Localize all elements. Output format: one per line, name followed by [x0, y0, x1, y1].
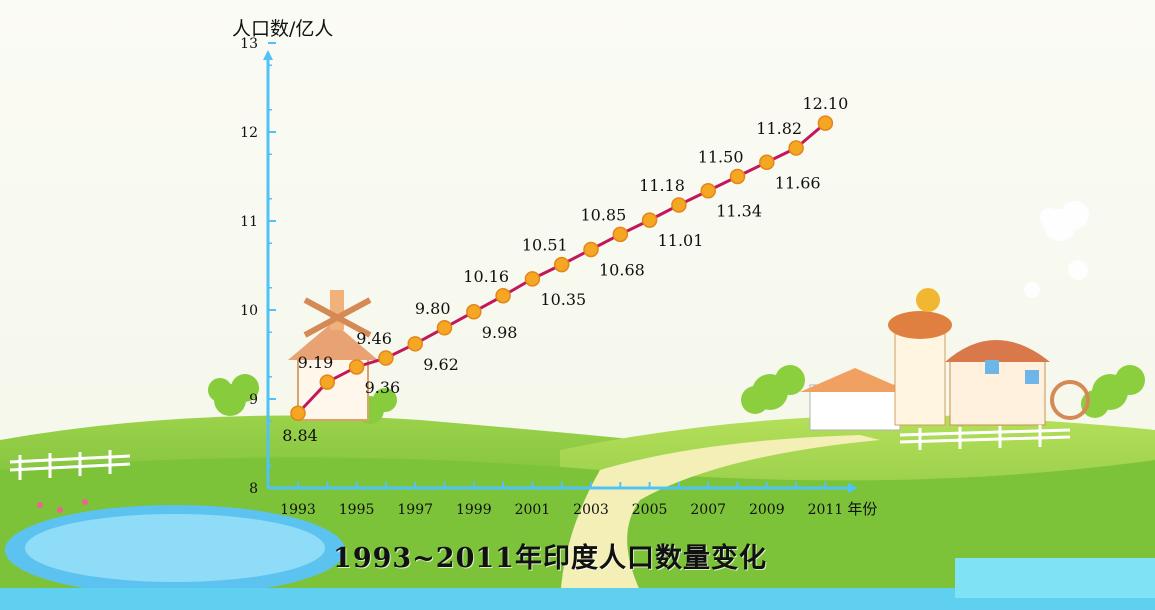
x-axis-label: 年份: [847, 500, 877, 518]
data-point: [817, 115, 834, 131]
data-label: 10.35: [540, 290, 586, 309]
y-ticks: 8 9 10 11 12 13: [240, 36, 276, 497]
data-label: 9.36: [365, 378, 401, 397]
data-label: 9.80: [415, 299, 451, 318]
x-tick-label: 2005: [632, 502, 668, 518]
y-tick-label: 13: [240, 36, 258, 52]
x-tick-label: 1997: [397, 502, 433, 518]
data-point: [348, 359, 365, 375]
data-point: [436, 320, 453, 336]
data-point: [407, 336, 423, 352]
data-point: [641, 212, 658, 228]
data-points: [290, 115, 834, 421]
data-label: 11.18: [639, 176, 685, 195]
data-labels: 8.84 9.19 9.36 9.46 9.62 9.80 9.98 10.16 10.35 10…: [282, 94, 848, 445]
data-point: [524, 271, 541, 287]
chart-title: 1993~2011年印度人口数量变化: [333, 543, 767, 574]
data-label: 11.50: [698, 148, 744, 167]
data-label: 9.62: [423, 355, 459, 374]
y-tick-label: 12: [240, 125, 258, 141]
x-ticks: 1993 1995 1997 1999 2001 2003 2005 2007 2009 2011: [280, 482, 843, 518]
data-point: [495, 288, 511, 304]
data-point: [319, 374, 336, 390]
data-label: 11.66: [775, 173, 821, 192]
x-tick-label: 2011: [808, 502, 844, 518]
x-tick-label: 2001: [515, 502, 551, 518]
house-right-icon: [800, 288, 1090, 431]
y-tick-label: 11: [240, 214, 258, 230]
data-point: [788, 140, 804, 156]
data-label: 9.46: [356, 329, 392, 348]
data-point: [583, 241, 599, 258]
y-tick-label: 9: [249, 392, 258, 408]
x-tick-label: 2007: [690, 502, 726, 518]
data-point: [466, 304, 482, 320]
x-tick-label: 1993: [280, 502, 316, 518]
data-label: 8.84: [282, 426, 318, 445]
data-label: 11.82: [756, 119, 802, 138]
data-point: [671, 197, 687, 213]
data-point: [700, 182, 716, 199]
data-point: [729, 168, 746, 185]
data-label: 10.51: [522, 236, 568, 255]
data-label: 10.16: [463, 267, 509, 286]
data-point: [378, 350, 394, 366]
axes: [263, 50, 858, 493]
x-tick-label: 1995: [339, 502, 375, 518]
data-point: [553, 256, 570, 273]
data-label: 11.01: [658, 231, 704, 250]
data-label: 9.98: [482, 323, 518, 342]
x-axis-arrow: [848, 483, 858, 493]
data-label: 10.68: [599, 260, 645, 279]
data-label: 12.10: [802, 94, 848, 113]
data-point: [612, 226, 629, 243]
data-point: [759, 154, 775, 171]
x-tick-label: 2009: [749, 502, 785, 518]
x-tick-label: 1999: [456, 502, 492, 518]
y-axis-label: 人口数/亿人: [232, 18, 334, 40]
y-tick-label: 8: [249, 481, 258, 497]
x-tick-label: 2003: [573, 502, 609, 518]
y-tick-label: 10: [240, 303, 258, 319]
data-label: 11.34: [716, 202, 762, 221]
data-label: 9.19: [298, 353, 334, 372]
y-axis-arrow: [263, 50, 273, 60]
data-label: 10.85: [580, 205, 626, 224]
data-point: [290, 405, 306, 421]
